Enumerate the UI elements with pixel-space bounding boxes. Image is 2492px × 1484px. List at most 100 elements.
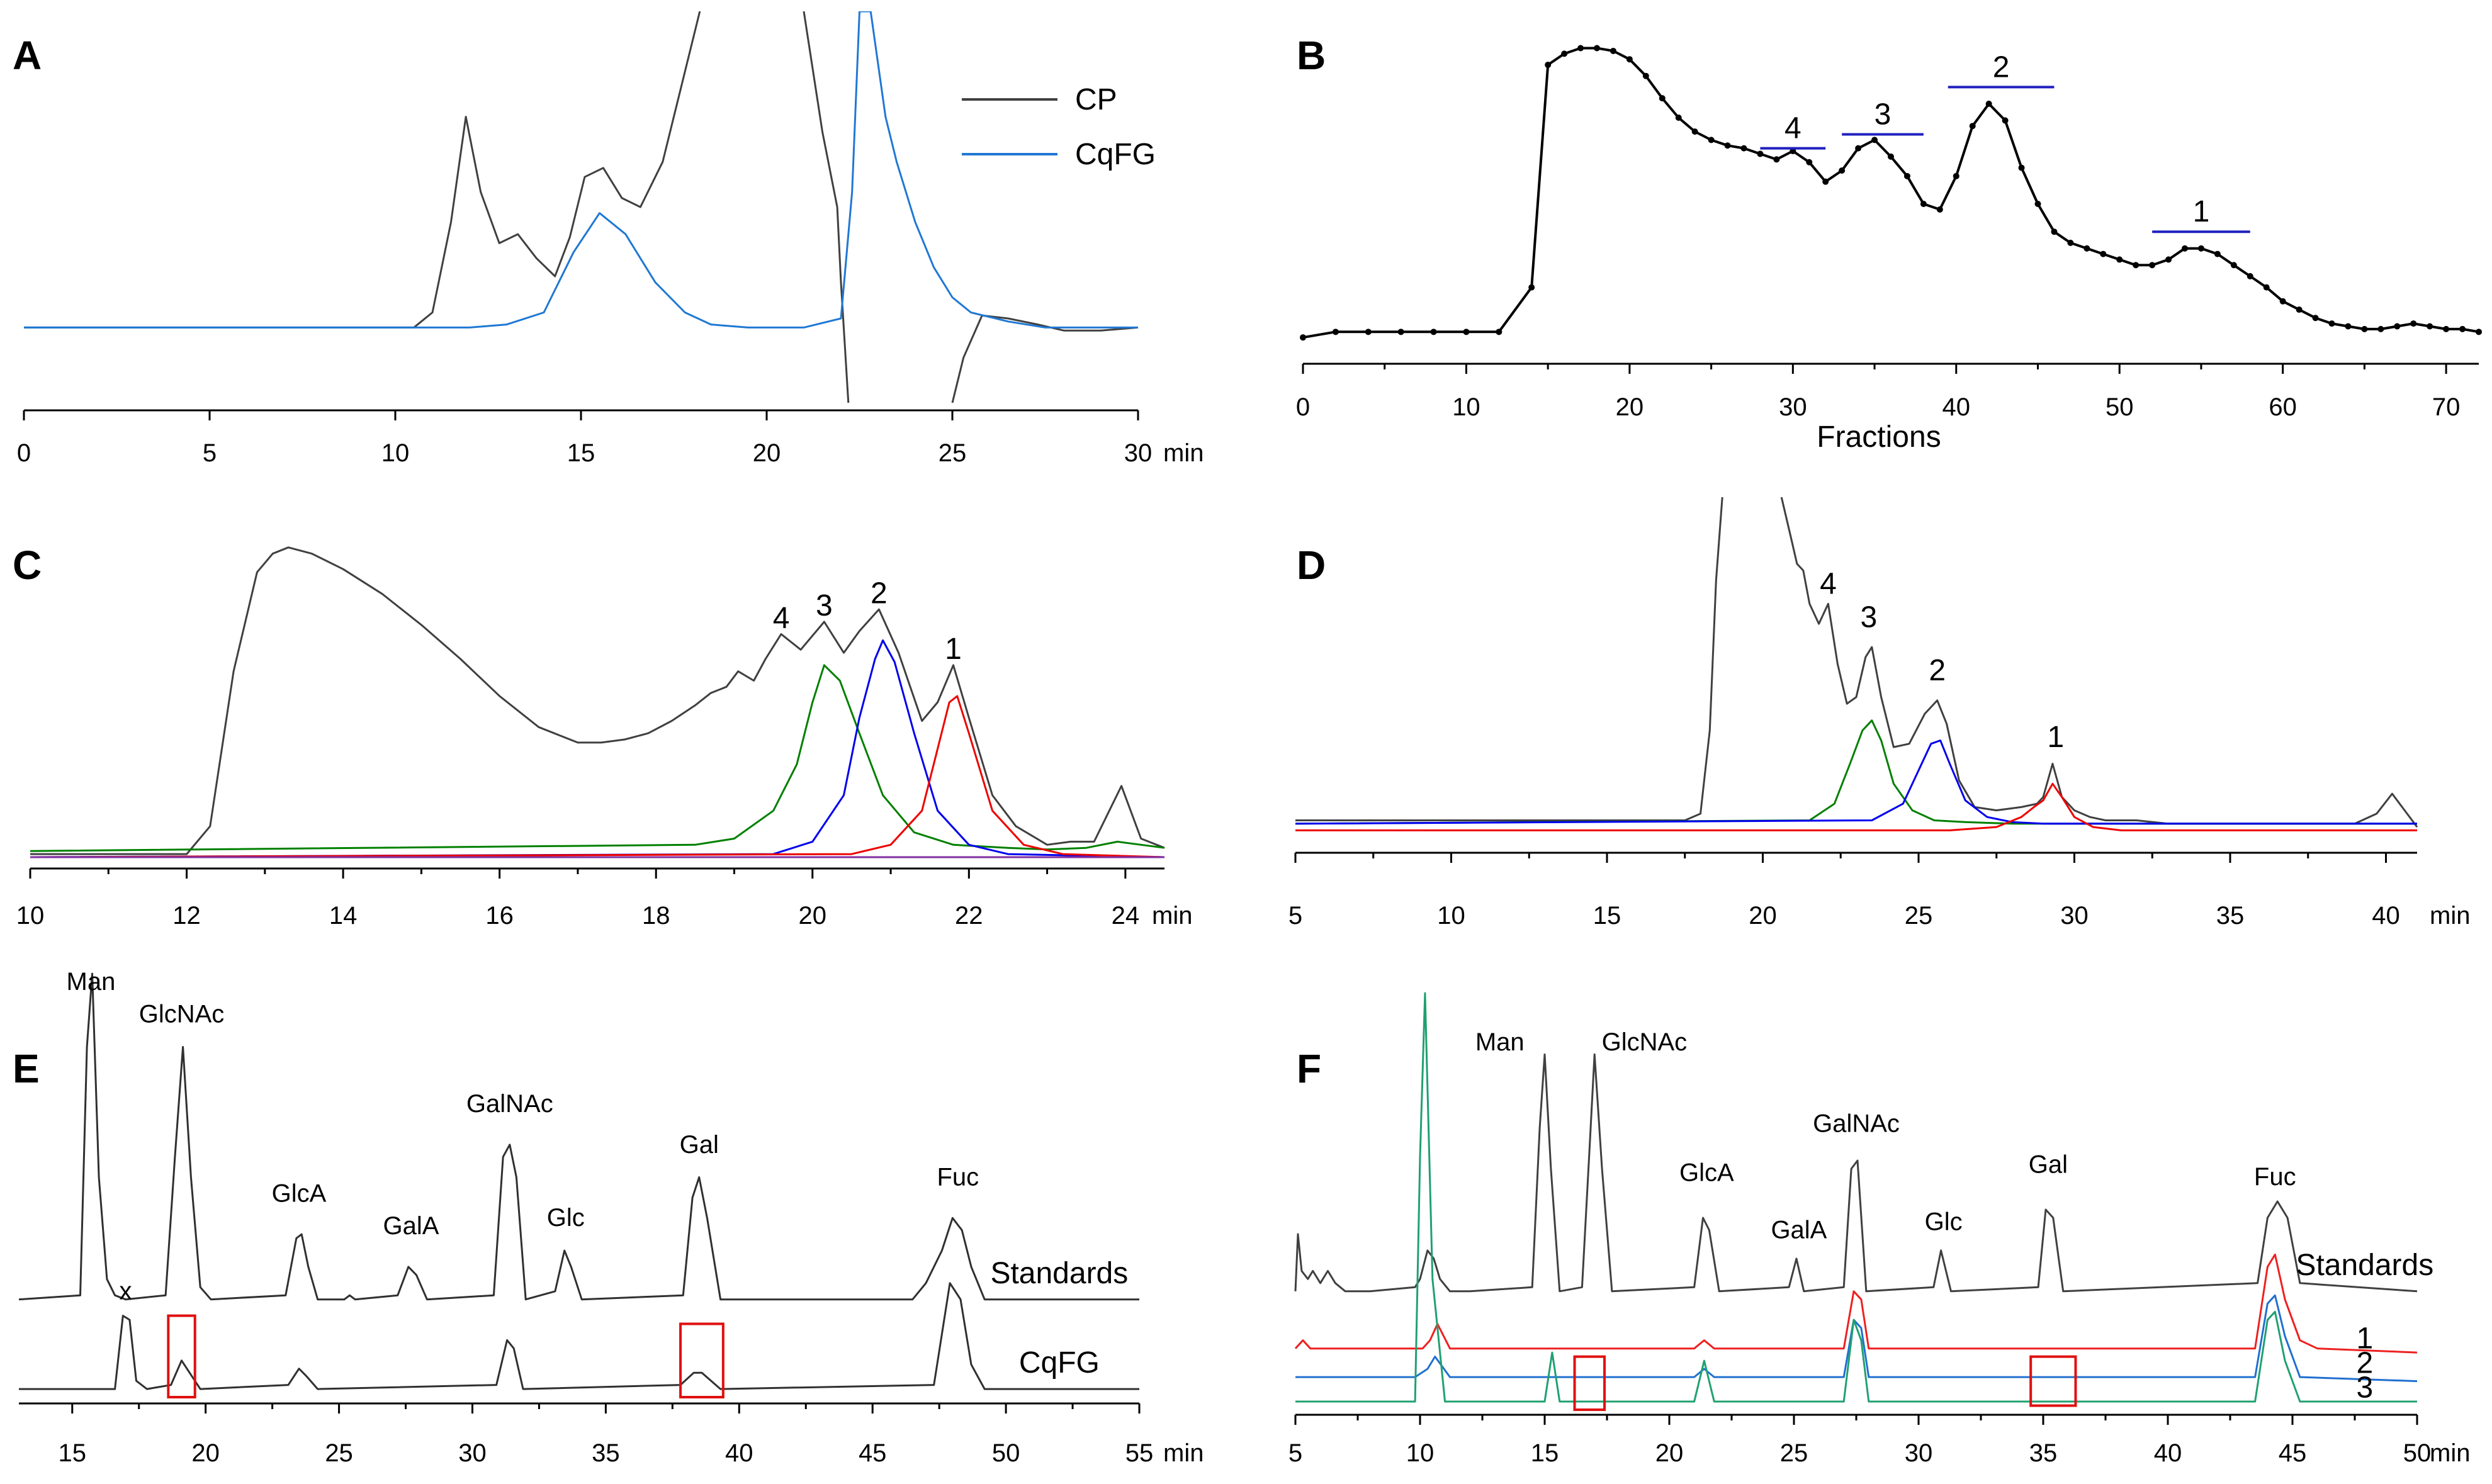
panel-e: 15 20 25 30 35 40 45 50 55 Man GlcNAc GlcA GalA GalNA… (13, 968, 1204, 1467)
panel-b-data-point (2328, 320, 2335, 327)
panel-c-tick-label: 12 (172, 902, 201, 930)
panel-d-series-pooled (1780, 497, 2418, 828)
panel-a-legend-cp-label: CP (1075, 83, 1117, 116)
panel-b-data-point (1936, 206, 1943, 213)
panel-d-tick-label: 20 (1749, 902, 1777, 930)
panel-d-series-pooled (1295, 497, 1723, 821)
panel-f-series-2 (1295, 1294, 2418, 1383)
panel-c-tick-label: 16 (485, 902, 514, 930)
panel-b-data-point (1659, 95, 1666, 102)
panel-b-data-point (1724, 142, 1731, 149)
panel-d-tick-label: 15 (1593, 902, 1621, 930)
panel-a-tick-label: 15 (567, 439, 595, 467)
panel-d-peak-label: 2 (1929, 654, 1946, 687)
panel-b-data-point (2427, 323, 2433, 330)
panel-b-data-point (2018, 164, 2025, 171)
panel-b-data-point (1806, 159, 1813, 166)
panel-d-tick-label: 30 (2060, 902, 2089, 930)
panel-b-plot: 0 10 20 30 40 50 60 70 4 3 2 1 (1296, 45, 2482, 421)
panel-a-tick-label: 10 (381, 439, 410, 467)
panel-b-data-point (1675, 115, 1682, 121)
panel-f-series-standards (1294, 1053, 2418, 1293)
panel-b-data-point (2182, 245, 2188, 252)
panel-b-data-point (2083, 245, 2090, 252)
panel-d-letter: D (1297, 542, 1326, 588)
panel-f-peak-label: GalNAc (1813, 1110, 1900, 1138)
panel-d-tick-label: 10 (1437, 902, 1465, 930)
panel-e-peak-label: GalA (383, 1212, 439, 1240)
panel-f-tick-label: 5 (1288, 1439, 1302, 1467)
panel-f-peak-label: GlcA (1679, 1159, 1734, 1187)
panel-f-peak-label: Gal (2029, 1151, 2068, 1179)
panel-a-tick-label: 30 (1124, 439, 1153, 467)
panel-b-data-point (2296, 306, 2303, 313)
panel-d-series-2 (1295, 739, 2417, 825)
panel-e-tick-label: 40 (725, 1439, 753, 1467)
panel-f-highlight-box (2029, 1355, 2077, 1407)
panel-b-data-point (1594, 45, 1600, 52)
panel-b-data-point (1691, 128, 1698, 135)
panel-b-tick-label: 70 (2432, 393, 2461, 421)
panel-b-data-point (2377, 325, 2384, 332)
panel-c-series-pooled (30, 546, 1165, 855)
panel-b-data-point (1871, 137, 1878, 143)
panel-b-data-point (2361, 325, 2368, 332)
panel-a-tick-label: 25 (939, 439, 967, 467)
panel-b-data-point (2100, 250, 2107, 257)
panel-f: 5 10 15 20 25 30 35 40 45 50 Man GlcNAc GlcA GalA GalN… (1288, 992, 2470, 1467)
panel-e-tick-label: 30 (458, 1439, 487, 1467)
panel-e-series-cqfg (19, 1282, 1139, 1390)
panel-b-tick-label: 50 (2106, 393, 2134, 421)
panel-b-tick-label: 60 (2269, 393, 2297, 421)
panel-b-xlabel: Fractions (1817, 420, 1941, 454)
panel-b-data-point (1839, 167, 1846, 174)
panel-e-peak-label: Fuc (937, 1164, 979, 1191)
panel-b-data-point (1332, 329, 1339, 335)
panel-f-tick-label: 50 (2403, 1439, 2432, 1467)
panel-f-letter: F (1297, 1046, 1321, 1091)
panel-c-peak-label: 3 (816, 589, 833, 622)
panel-f-tick-label: 30 (1905, 1439, 1933, 1467)
panel-b-data-point (2394, 323, 2401, 330)
panel-a-series-cp (803, 11, 850, 403)
panel-f-trace-label: 2 (2356, 1347, 2373, 1380)
panel-b-data-point (1822, 178, 1829, 185)
panel-a-series-cp (24, 11, 701, 329)
panel-d-plot: 5 10 15 20 25 30 35 40 43 2 1 (1288, 497, 2418, 930)
panel-b-pool-label: 4 (1784, 112, 1801, 145)
panel-b-data-point (1985, 100, 1992, 107)
panel-d-peak-label: 4 (1820, 568, 1837, 601)
panel-a-legend-cqfg-label: CqFG (1075, 138, 1156, 171)
panel-b: 0 10 20 30 40 50 60 70 4 3 2 1 B Fractions (1296, 33, 2482, 454)
panel-c-tick-label: 10 (16, 902, 45, 930)
panel-b-data-point (2459, 325, 2466, 332)
panel-f-xlabel: min (2430, 1439, 2470, 1467)
panel-b-data-point (1463, 329, 1470, 335)
panel-e-peak-label: GlcA (272, 1179, 327, 1207)
panel-a: 0 5 10 15 20 25 30 A CP CqFG min (13, 11, 1204, 467)
panel-f-tick-label: 15 (1531, 1439, 1559, 1467)
panel-b-data-point (1577, 45, 1584, 52)
panel-d-series-1 (1295, 782, 2417, 831)
panel-b-data-point (1855, 145, 1862, 152)
panel-b-data-point (1496, 329, 1503, 335)
panel-c-peak-label: 2 (871, 576, 888, 610)
panel-f-tick-label: 20 (1655, 1439, 1684, 1467)
panel-b-data-point (2443, 325, 2450, 332)
panel-f-series-1 (1294, 1253, 2418, 1354)
panel-e-peak-label: GlcNAc (139, 1001, 225, 1028)
panel-f-highlight-box (1573, 1355, 1606, 1411)
panel-f-tick-label: 40 (2154, 1439, 2182, 1467)
panel-c-plot: 10 12 14 16 18 20 22 24 4 3 2 1 (16, 546, 1165, 930)
panel-b-data-point (1757, 150, 1764, 157)
panel-e-highlight-box (679, 1322, 724, 1398)
panel-b-data-point (2476, 329, 2482, 335)
panel-b-data-point (1397, 329, 1404, 335)
panel-e-trace-label: Standards (990, 1257, 1128, 1290)
panel-d-xlabel: min (2430, 902, 2470, 930)
panel-a-letter: A (13, 33, 42, 78)
panel-f-tick-label: 45 (2279, 1439, 2307, 1467)
panel-b-data-point (2247, 273, 2253, 279)
panel-c-peak-label: 4 (773, 602, 790, 635)
panel-b-data-point (2214, 250, 2221, 257)
